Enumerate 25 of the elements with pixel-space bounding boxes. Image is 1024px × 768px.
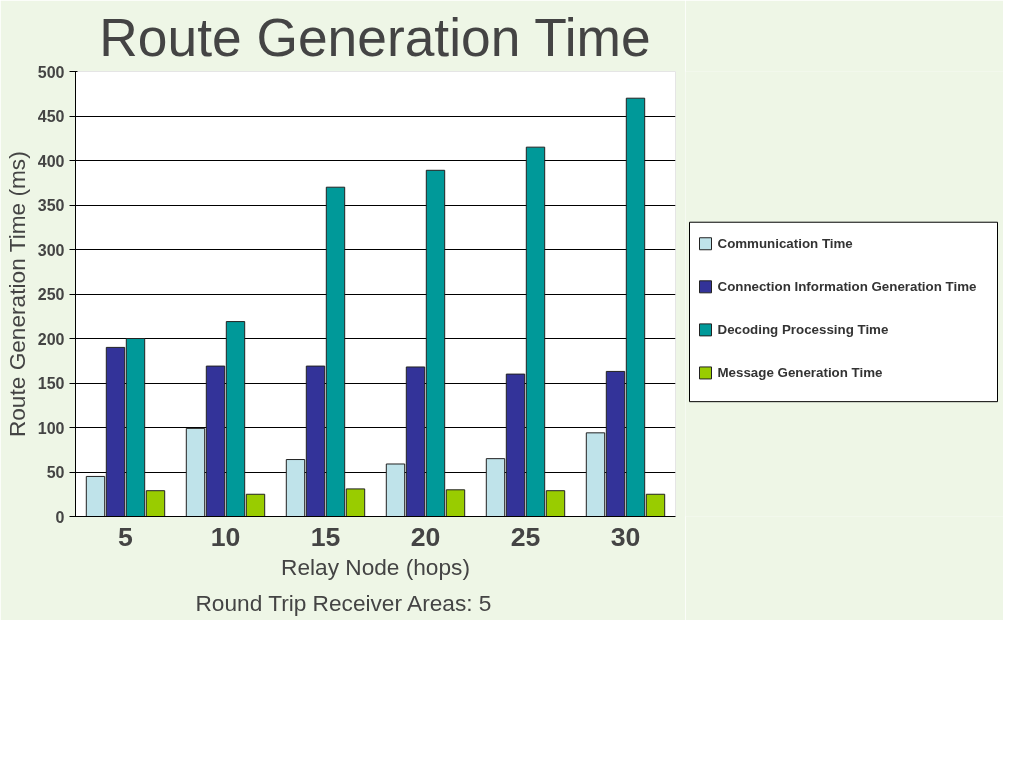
- x-tick-label: 5: [118, 521, 134, 552]
- legend-label: Communication Time: [717, 236, 853, 252]
- y-tick-label: 450: [37, 108, 65, 125]
- y-tick-label: 250: [37, 286, 65, 303]
- y-tick-label: 350: [37, 197, 65, 214]
- legend-label: Connection Information Generation Time: [717, 279, 977, 295]
- legend-label: Decoding Processing Time: [717, 322, 889, 338]
- y-tick-label: 300: [37, 241, 65, 259]
- y-tick-label: 50: [46, 464, 65, 481]
- x-tick-label: 20: [410, 521, 441, 552]
- x-tick-label: 15: [310, 521, 341, 552]
- legend-label: Message Generation Time: [717, 365, 883, 381]
- y-tick-label: 400: [37, 152, 65, 170]
- x-tick-label: 30: [610, 521, 641, 552]
- x-tick-label: 10: [210, 521, 241, 552]
- y-tick-label: 150: [37, 375, 65, 392]
- y-tick-label: 0: [55, 508, 65, 526]
- y-tick-label: 100: [37, 419, 65, 437]
- y-tick-label: 500: [37, 63, 65, 81]
- text: Round Trip Receiver Areas: 5: [195, 589, 492, 616]
- x-tick-label: 25: [510, 521, 541, 552]
- y-axis-title: Route Generation Time (ms): [3, 151, 30, 438]
- chart-title: Route Generation Time: [99, 7, 651, 67]
- y-tick-label: 200: [37, 330, 65, 348]
- x-axis-title: Relay Node (hops): [281, 553, 470, 580]
